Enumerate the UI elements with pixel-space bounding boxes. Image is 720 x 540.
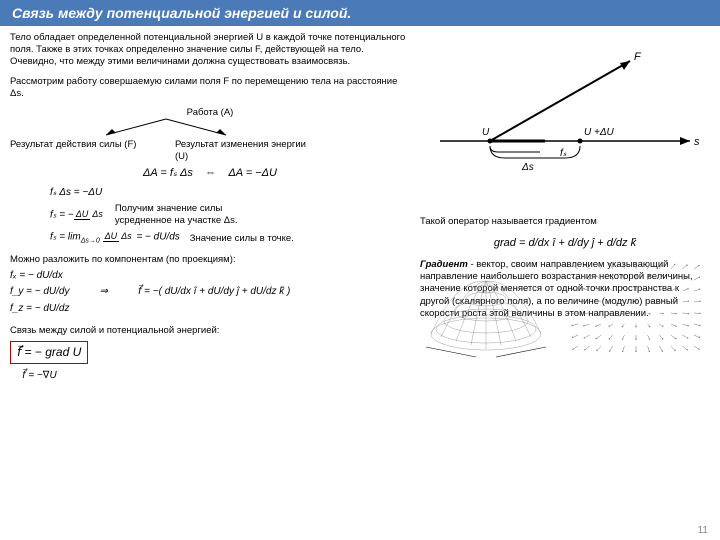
- force-diagram: s F U U +ΔU Δs fₛ: [430, 46, 710, 180]
- lbl-F: F: [634, 51, 642, 63]
- col-force: Результат действия силы (F): [10, 139, 155, 163]
- slide-title: Связь между потенциальной энергией и сил…: [12, 5, 351, 21]
- lbl-ds: Δs: [521, 162, 534, 173]
- eq-dA-dU: ΔA = −ΔU: [228, 167, 277, 179]
- vector-field-plot: [566, 259, 706, 359]
- eq-nabla: f⃗ = −∇U: [22, 370, 710, 383]
- deriv-3: fₛ = limΔs→0 ΔUΔs = − dU/ds: [50, 231, 180, 246]
- slide-header: Связь между потенциальной энергией и сил…: [0, 0, 720, 26]
- intro-p2: Рассмотрим работу совершаемую силами пол…: [10, 76, 410, 100]
- arrow-right-icon: ⇒: [99, 286, 107, 299]
- derivation: fₛ Δs = −ΔU fₛ = −ΔUΔs Получим значение …: [10, 187, 410, 246]
- lbl-U: U: [482, 127, 490, 138]
- grad-intro: Такой оператор называется градиентом: [420, 216, 710, 228]
- components-block: Можно разложить по компонентам (по проек…: [10, 254, 390, 315]
- lbl-s: s: [694, 136, 700, 148]
- intro-p1: Тело обладает определенной потенциальной…: [10, 32, 410, 68]
- force-diagram-svg: s F U U +ΔU Δs fₛ: [430, 46, 710, 176]
- deriv-3-note: Значение силы в точке.: [190, 233, 350, 245]
- grad-eq: grad = d/dx î + d/dy ĵ + d/dz k̂: [420, 236, 710, 250]
- eq-row-1: ΔA = fₛ Δs ⇔ ΔA = −ΔU: [10, 167, 410, 181]
- eq-fy: f_y = − dU/dy: [10, 286, 69, 299]
- surface-plot: [416, 259, 556, 359]
- lbl-UdU: U +ΔU: [584, 127, 615, 138]
- col-energy: Результат изменения энергии (U): [175, 139, 320, 163]
- deriv-2-note: Получим значение силы усредненное на уча…: [115, 203, 275, 227]
- fork-icon: [66, 117, 266, 137]
- deriv-1: fₛ Δs = −ΔU: [50, 187, 102, 198]
- eq-dA-fs: ΔA = fₛ Δs: [143, 167, 193, 179]
- deriv-2: fₛ = −ΔUΔs: [50, 209, 105, 222]
- plots: [416, 259, 706, 359]
- eq-arrow: ⇔: [205, 167, 216, 179]
- split-arrows: [10, 119, 410, 137]
- slide-content: Тело обладает определенной потенциальной…: [0, 26, 720, 389]
- page-number: 11: [698, 525, 708, 536]
- eq-fz: f_z = − dU/dz: [10, 303, 69, 316]
- eq-f-vec: f⃗ = −( dU/dx î + dU/dy ĵ + dU/dz k̂ ): [138, 286, 290, 299]
- intro-block: Тело обладает определенной потенциальной…: [10, 32, 410, 99]
- comp-column: fₓ = − dU/dx f_y = − dU/dy f_z = − dU/dz: [10, 270, 69, 316]
- boxed-equation: f⃗ = − grad U: [10, 341, 88, 364]
- eq-fx: fₓ = − dU/dx: [10, 270, 69, 283]
- work-section: Работа (A) Результат действия силы (F) Р…: [10, 107, 410, 180]
- lbl-fs: fₛ: [560, 148, 567, 159]
- components-intro: Можно разложить по компонентам (по проек…: [10, 254, 390, 266]
